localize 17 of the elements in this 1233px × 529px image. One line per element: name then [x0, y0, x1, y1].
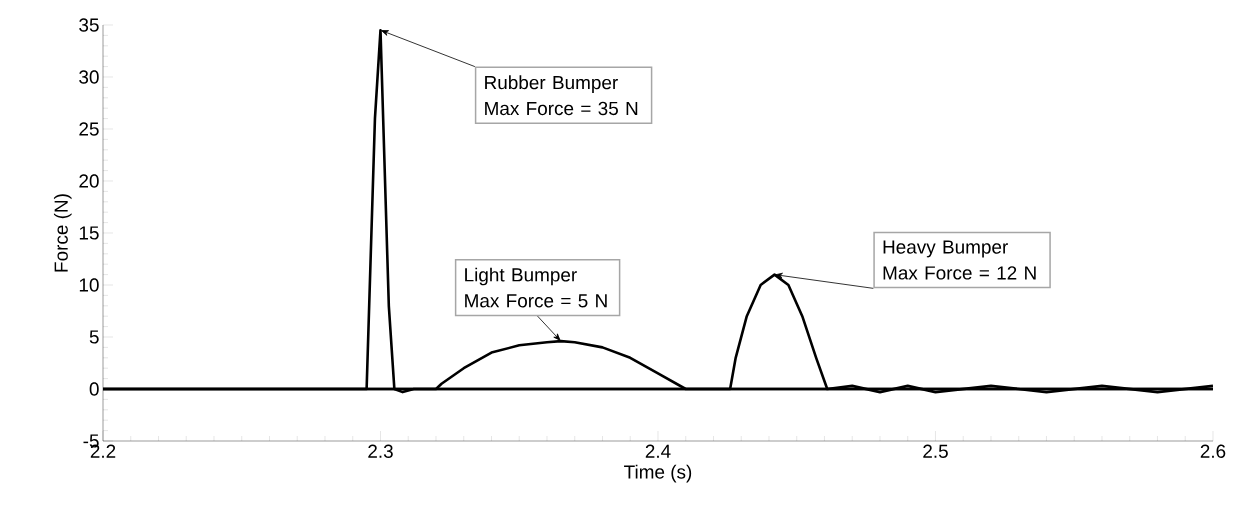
y-tick-label: 0 [89, 382, 99, 396]
y-tick-label: 30 [79, 70, 99, 84]
x-tick-label: 2.3 [368, 444, 393, 458]
x-tick-label: 2.4 [645, 444, 671, 458]
annotation: Rubber Bumper Max Force = 35 N [485, 75, 638, 116]
y-tick-label: 15 [79, 226, 99, 240]
x-tick-label: 2.5 [923, 444, 948, 458]
y-tick-label: 10 [79, 278, 99, 292]
y-tick-label: 20 [79, 174, 99, 188]
y-tick-label: 35 [79, 18, 99, 32]
annotation: Heavy Bumper Max Force = 12 N [883, 240, 1036, 280]
y-tick-label: 5 [89, 330, 99, 344]
annotation: Light Bumper Max Force = 5 N [465, 267, 607, 308]
y-axis-title: Force (N) [53, 194, 72, 272]
x-tick-label: 2.6 [1200, 444, 1226, 458]
y-tick-label: 25 [79, 122, 99, 136]
x-axis-title: Time (s) [624, 464, 692, 483]
